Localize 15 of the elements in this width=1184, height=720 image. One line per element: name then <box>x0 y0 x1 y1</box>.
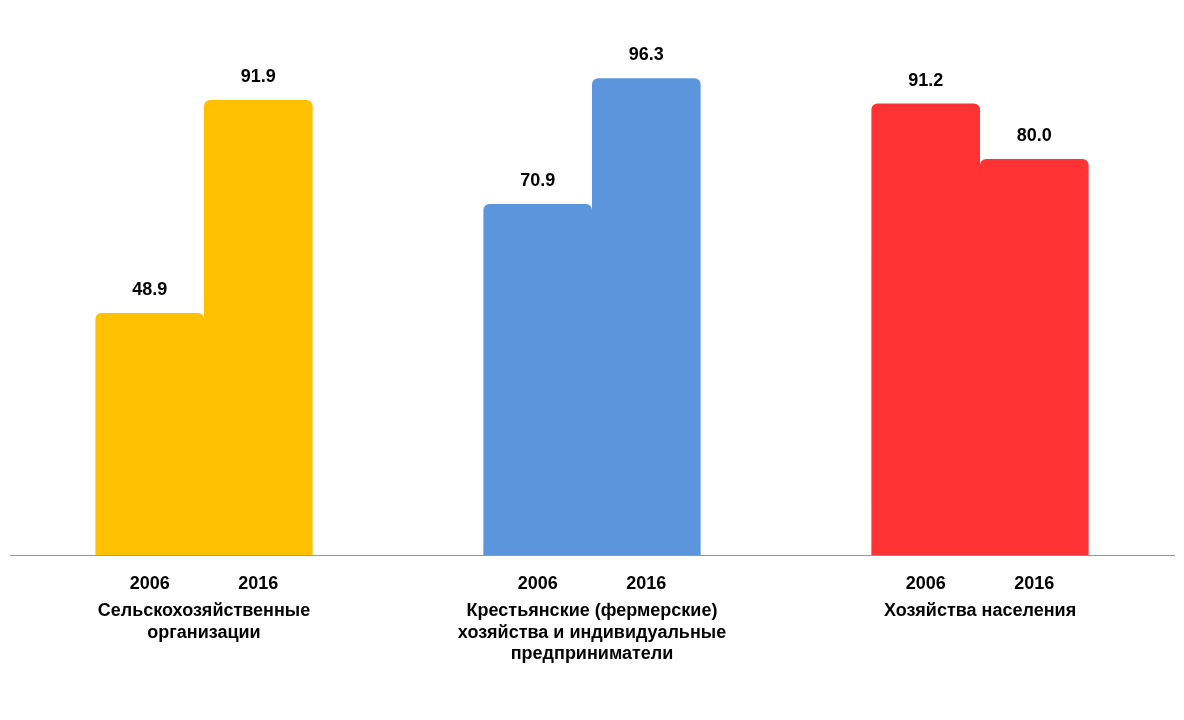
series-label: 2006 <box>129 573 170 594</box>
text: 2006 <box>905 573 946 594</box>
data-label: 80.0 <box>1016 125 1052 146</box>
x-tick-label: Крестьянские (фермерские) хозяйства и индивидуальные предприниматели <box>457 599 727 664</box>
x-tick-label: Сельскохозяйственные организации <box>97 599 311 642</box>
x-tick-label: Хозяйства населения <box>883 599 1077 620</box>
series-label: 2016 <box>238 573 279 594</box>
data-label: 91.2 <box>908 69 944 90</box>
data-label: 48.9 <box>132 279 168 300</box>
data-label: 96.3 <box>628 44 664 65</box>
text: 2016 <box>1014 573 1055 594</box>
text: 2016 <box>626 573 667 594</box>
data-label: 70.9 <box>520 170 556 191</box>
text: 2006 <box>517 573 558 594</box>
data-label: 91.9 <box>240 66 276 87</box>
